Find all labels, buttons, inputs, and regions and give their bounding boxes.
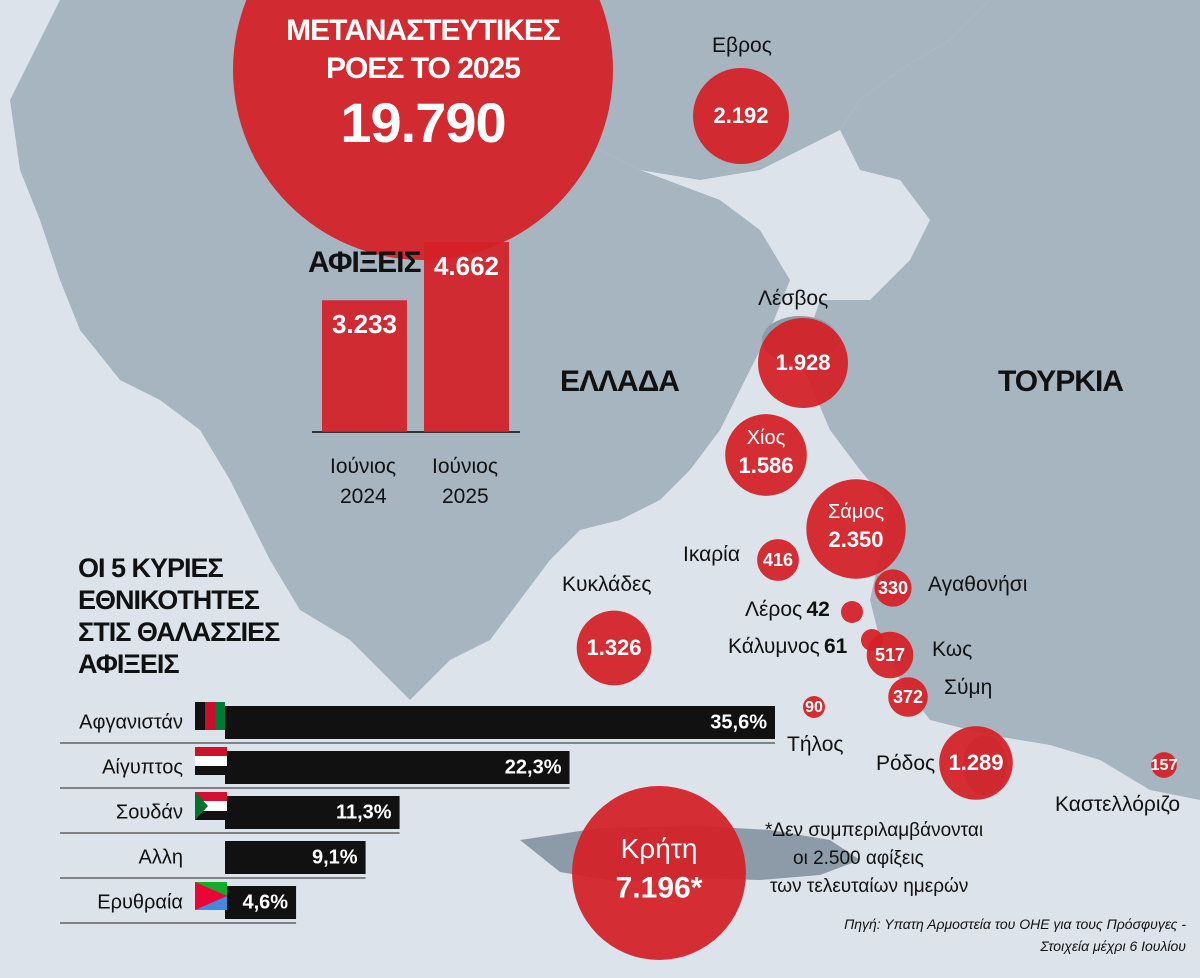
location-value-2: 1.928 xyxy=(775,350,830,375)
arrivals-bar-label-2b: 2025 xyxy=(442,485,489,508)
location-name-13: Καστελλόριζο xyxy=(1055,793,1181,816)
nat-bar-value-1: 35,6% xyxy=(710,711,767,733)
nat-bar-1 xyxy=(225,706,775,739)
location-name-10: Σύμη xyxy=(944,676,993,699)
arrivals-bar-label-1a: Ιούνιος xyxy=(330,455,396,478)
location-bubble-12 xyxy=(939,726,1013,800)
location-value-13: 157 xyxy=(1151,757,1178,774)
nat-bar-value-5: 4,6% xyxy=(242,891,288,913)
location-value-12: 1.289 xyxy=(948,750,1003,775)
location-bubble-11 xyxy=(803,696,825,718)
location-value-3: 1.586 xyxy=(738,453,793,478)
nat-bar-value-3: 11,3% xyxy=(336,801,392,823)
arrivals-bar-label-2a: Ιούνιος xyxy=(432,455,498,478)
location-bubble-10 xyxy=(888,677,928,717)
location-name-15: Κρήτη xyxy=(621,833,698,864)
location-name-5: Ικαρία xyxy=(683,543,740,566)
nat-bar-value-2: 22,3% xyxy=(505,756,562,778)
nat-country-1: Αφγανιστάν xyxy=(79,711,183,733)
location-name-3: Χίος xyxy=(747,427,786,449)
location-bubble-3 xyxy=(725,414,807,496)
location-value-9: 517 xyxy=(875,645,905,665)
nat-bar-3 xyxy=(225,796,400,829)
location-name-6: Αγαθονήσι xyxy=(928,573,1028,596)
arrivals-bar-value-2: 4.662 xyxy=(434,251,499,281)
location-name-2: Λέσβος xyxy=(758,287,829,310)
egypt-flag-stripe-white xyxy=(195,756,227,766)
nationalities-heading-2: ΕΘΝΙΚΟΤΗΤΕΣ xyxy=(78,585,260,615)
location-bubble-7 xyxy=(841,601,863,623)
nationalities-heading-1: ΟΙ 5 ΚΥΡΙΕΣ xyxy=(78,553,224,583)
arrivals-bar-value-1: 3.233 xyxy=(332,309,397,339)
nationalities-heading-4: ΑΦΙΞΕΙΣ xyxy=(78,649,180,679)
nat-bar-2 xyxy=(225,751,570,784)
location-value-1: 2.192 xyxy=(713,103,768,128)
nat-country-2: Αίγυπτος xyxy=(102,756,183,778)
nat-bar-5 xyxy=(225,886,297,919)
location-value-7: 42 xyxy=(806,598,830,621)
location-value-6: 330 xyxy=(878,578,908,598)
eritrea-flag-triangle xyxy=(195,882,227,910)
location-value-8: 61 xyxy=(824,635,848,658)
egypt-flag-icon xyxy=(195,747,227,756)
location-name-14: Κυκλάδες xyxy=(562,573,652,596)
location-value-5: 416 xyxy=(763,550,793,570)
footnote-line-1: *Δεν συμπεριλαμβάνονται xyxy=(765,820,984,841)
location-bubble-2 xyxy=(757,317,849,409)
nat-bar-value-4: 9,1% xyxy=(312,846,358,868)
nat-country-4: Αλλη xyxy=(139,846,183,868)
map-land-turkey-east xyxy=(800,0,1200,800)
nat-country-5: Ερυθραία xyxy=(97,891,183,913)
sudan-flag-stripe-black xyxy=(195,811,227,820)
sudan-flag-triangle xyxy=(195,792,208,820)
nat-bar-4 xyxy=(225,841,366,874)
title-circle xyxy=(233,0,613,260)
location-bubble-9 xyxy=(866,631,914,679)
nationalities-heading-3: ΣΤΙΣ ΘΑΛΑΣΣΙΕΣ xyxy=(78,617,280,647)
location-bubble-5 xyxy=(757,539,799,581)
location-name-12: Ρόδος xyxy=(876,752,936,775)
location-value-11: 90 xyxy=(805,699,823,716)
location-name-7: Λέρος xyxy=(745,598,803,621)
footnote-line-2: οι 2.500 αφίξεις xyxy=(793,848,924,869)
afghanistan-flag-icon xyxy=(195,702,205,730)
location-bubble-15 xyxy=(572,786,746,960)
country-label-greece: ΕΛΛΑΔΑ xyxy=(560,365,680,398)
footnote-line-3: των τελευταίων ημερών xyxy=(770,876,969,897)
title-total: 19.790 xyxy=(340,91,506,154)
country-label-turkey: ΤΟΥΡΚΙΑ xyxy=(998,365,1124,398)
location-bubble-6 xyxy=(874,569,912,607)
location-name-9: Κως xyxy=(932,638,973,661)
afghanistan-flag-stripe-red xyxy=(205,702,215,730)
location-value-14: 1.326 xyxy=(586,635,641,660)
location-bubble-14 xyxy=(576,610,652,686)
location-value-4: 2.350 xyxy=(828,527,883,552)
location-name-11: Τήλος xyxy=(787,733,844,756)
location-value-15: 7.196* xyxy=(616,871,703,904)
arrivals-bar-1 xyxy=(322,300,407,432)
sudan-flag-stripe-white xyxy=(195,801,227,811)
location-name-8: Κάλυμνος xyxy=(728,635,820,658)
arrivals-heading: ΑΦΙΞΕΙΣ xyxy=(308,246,421,279)
location-bubble-1 xyxy=(693,68,789,164)
title-line-1: ΜΕΤΑΝΑΣΤΕΥΤΙΚΕΣ xyxy=(286,14,561,47)
source-line-1: Πηγή: Υπατη Αρμοστεία του ΟΗΕ για τους Π… xyxy=(844,916,1186,932)
arrivals-bar-label-1b: 2024 xyxy=(340,485,387,508)
location-bubble-13 xyxy=(1151,752,1177,778)
source-line-2: Στοιχεία μέχρι 6 Ιουλίου xyxy=(1040,938,1186,954)
location-name-1: Εβρος xyxy=(712,34,772,57)
nat-country-3: Σουδάν xyxy=(116,801,183,823)
location-bubble-4 xyxy=(806,479,906,579)
sudan-flag-icon xyxy=(195,792,227,801)
title-line-2: ΡΟΕΣ ΤΟ 2025 xyxy=(326,52,521,85)
arrivals-bar-2 xyxy=(424,242,509,432)
afghanistan-flag-stripe-green xyxy=(215,702,225,730)
egypt-flag-stripe-black xyxy=(195,766,227,775)
location-name-4: Σάμος xyxy=(828,501,885,523)
location-value-10: 372 xyxy=(893,687,923,707)
